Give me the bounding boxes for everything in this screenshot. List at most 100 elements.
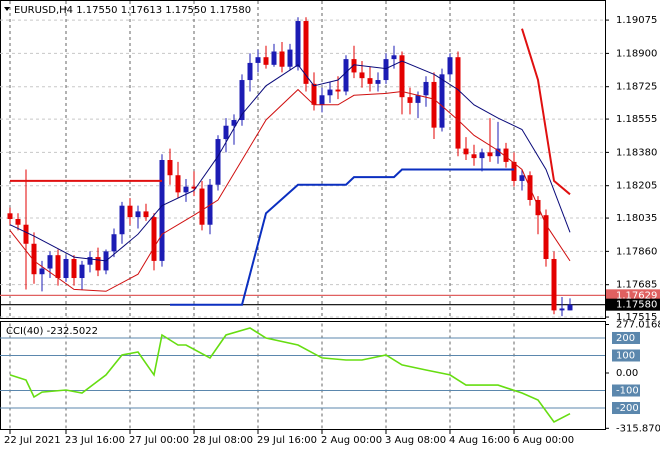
candle-body bbox=[151, 217, 157, 261]
candle-body bbox=[359, 72, 365, 79]
y-tick-label: 277.0168 bbox=[616, 320, 660, 331]
cci-pane-frame bbox=[0, 321, 606, 430]
candle-body bbox=[263, 57, 269, 65]
level-label-box bbox=[612, 402, 640, 415]
chart-title: EURUSD,H4 1.17550 1.17613 1.17550 1.1758… bbox=[14, 5, 251, 16]
price-label: 1.17580 bbox=[616, 300, 657, 311]
level-label-box bbox=[612, 349, 640, 362]
candle-body bbox=[319, 95, 325, 105]
candle-body bbox=[247, 62, 253, 81]
level-label: -100 bbox=[616, 386, 639, 397]
candle-body bbox=[295, 21, 301, 67]
candle-body bbox=[55, 255, 61, 279]
candle-body bbox=[223, 125, 229, 140]
candle-body bbox=[343, 59, 349, 92]
candle-body bbox=[471, 154, 477, 159]
x-tick-label: 4 Aug 16:00 bbox=[449, 435, 510, 446]
candle-body bbox=[367, 78, 373, 84]
level-label: 200 bbox=[616, 333, 635, 344]
candle-body bbox=[79, 264, 85, 279]
candle-body bbox=[63, 258, 69, 279]
candle-body bbox=[231, 120, 237, 126]
candle-body bbox=[391, 55, 397, 60]
candle-body bbox=[503, 148, 509, 162]
candle-body bbox=[255, 57, 261, 63]
candle-body bbox=[31, 243, 37, 275]
x-tick-label: 2 Aug 00:00 bbox=[321, 435, 382, 446]
y-tick-label: 1.18725 bbox=[616, 82, 657, 93]
candle-body bbox=[15, 219, 21, 225]
candle-body bbox=[535, 199, 541, 216]
x-tick-label: 6 Aug 00:00 bbox=[513, 435, 574, 446]
candle-body bbox=[559, 308, 565, 311]
candle-body bbox=[23, 224, 29, 244]
candle-body bbox=[191, 186, 197, 189]
candle-body bbox=[135, 211, 141, 218]
menu-triangle bbox=[4, 7, 10, 11]
candle-body bbox=[271, 51, 277, 65]
candle-body bbox=[95, 257, 101, 271]
candle-body bbox=[415, 95, 421, 103]
x-tick-label: 28 Jul 08:00 bbox=[193, 435, 253, 446]
indicator-line bbox=[521, 28, 571, 196]
candle-body bbox=[567, 304, 573, 311]
candle-body bbox=[287, 49, 293, 67]
candle-body bbox=[175, 175, 181, 193]
candle-body bbox=[399, 55, 405, 98]
candle-body bbox=[87, 257, 93, 265]
y-tick-label: 1.19075 bbox=[616, 15, 657, 26]
candle-body bbox=[183, 186, 189, 193]
candle-body bbox=[47, 255, 53, 269]
cci-title: CCI(40) -232.5022 bbox=[6, 326, 98, 337]
y-tick-label: 0.00 bbox=[616, 368, 638, 379]
indicator-line bbox=[170, 168, 514, 306]
main-pane-frame bbox=[0, 0, 606, 319]
x-tick-label: 29 Jul 16:00 bbox=[257, 435, 317, 446]
y-tick-label: 1.17515 bbox=[616, 312, 657, 323]
candle-body bbox=[143, 211, 149, 218]
y-tick-label: 1.18035 bbox=[616, 213, 657, 224]
level-label: -200 bbox=[616, 403, 639, 414]
y-tick-label: 1.17860 bbox=[616, 246, 657, 257]
candle-body bbox=[439, 74, 445, 128]
indicator-line bbox=[9, 60, 571, 262]
y-tick-label: 1.18205 bbox=[616, 181, 657, 192]
candle-body bbox=[551, 258, 557, 311]
candle-body bbox=[159, 160, 165, 261]
level-label: 100 bbox=[616, 350, 635, 361]
candle-body bbox=[519, 175, 525, 181]
candle-body bbox=[543, 215, 549, 259]
candle-body bbox=[463, 148, 469, 155]
candle-body bbox=[71, 258, 77, 279]
candle-body bbox=[407, 97, 413, 103]
candle-body bbox=[487, 152, 493, 157]
candle-body bbox=[431, 81, 437, 128]
candle-body bbox=[447, 57, 453, 75]
y-tick-label: 1.18555 bbox=[616, 114, 657, 125]
candle-body bbox=[279, 51, 285, 67]
cci-line bbox=[9, 327, 571, 424]
candle-body bbox=[215, 139, 221, 185]
candle-body bbox=[511, 161, 517, 181]
candle-body bbox=[311, 83, 317, 105]
x-tick-label: 22 Jul 2021 bbox=[4, 435, 61, 446]
candle-body bbox=[455, 57, 461, 149]
candle-body bbox=[375, 80, 381, 84]
price-label-box bbox=[606, 298, 660, 311]
candle-body bbox=[239, 80, 245, 121]
candle-body bbox=[39, 268, 45, 275]
y-tick-label: 1.17685 bbox=[616, 280, 657, 291]
candle-body bbox=[479, 152, 485, 159]
price-label: 1.17629 bbox=[616, 290, 657, 301]
level-label-box bbox=[612, 384, 640, 397]
candle-body bbox=[167, 160, 173, 176]
candle-body bbox=[335, 89, 341, 92]
x-tick-label: 27 Jul 00:00 bbox=[129, 435, 189, 446]
candle-body bbox=[303, 21, 309, 84]
price-label-box bbox=[606, 289, 660, 302]
y-tick-label: -315.8706 bbox=[616, 423, 660, 434]
candle-body bbox=[7, 213, 13, 220]
x-tick-label: 3 Aug 08:00 bbox=[385, 435, 446, 446]
